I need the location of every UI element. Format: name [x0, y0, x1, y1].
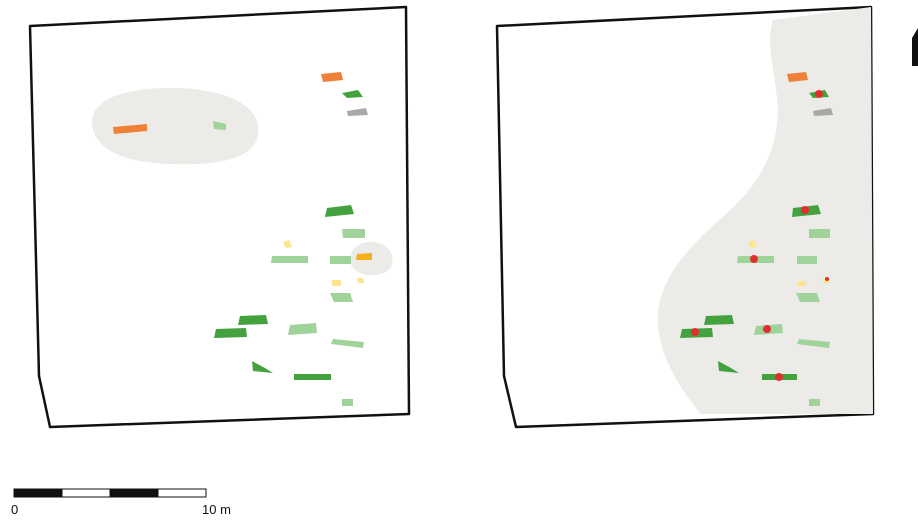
right-yellow-feature-1	[748, 240, 757, 248]
left-map-boundary	[28, 5, 411, 429]
north-arrow-icon	[912, 28, 918, 66]
scale-bar-segment-3	[110, 489, 158, 497]
right-dark-green-feature-5	[718, 361, 739, 373]
right-light-green-feature-4	[796, 293, 820, 302]
scale-bar-segment-4	[157, 488, 207, 498]
left-light-green-feature-4	[330, 256, 351, 264]
left-dark-green-feature-6	[294, 374, 331, 380]
scale-bar	[13, 488, 207, 498]
right-light-green-feature-1	[809, 229, 830, 238]
left-yellow-feature-strong	[356, 253, 372, 260]
scale-bar-segment-1	[14, 489, 62, 497]
left-dark-green-feature-4	[214, 328, 247, 338]
right-orange-feature-1	[787, 72, 808, 82]
left-light-green-feature-3	[271, 256, 308, 263]
scale-label-end: 10 m	[202, 502, 231, 517]
left-dark-green-feature-2	[325, 205, 354, 217]
right-red-point-4	[691, 328, 699, 336]
right-red-point-5	[763, 325, 771, 333]
right-red-point-1	[815, 90, 823, 98]
left-dark-green-feature-5	[252, 361, 273, 373]
left-yellow-feature-2	[332, 280, 341, 286]
left-light-green-feature-5	[330, 293, 353, 302]
scale-bar-outline	[13, 488, 207, 498]
left-orange-feature-1	[113, 124, 147, 134]
right-light-green-feature-3	[797, 256, 817, 264]
scale-bar-segment-2	[61, 488, 111, 498]
left-light-green-feature-6	[288, 323, 317, 335]
left-light-green-feature-1	[213, 121, 226, 130]
left-light-green-feature-8	[342, 399, 353, 406]
left-yellow-feature-1	[283, 240, 292, 248]
left-orange-feature-2	[321, 72, 343, 82]
left-shaded-zone-large	[91, 88, 259, 165]
right-red-point-6	[775, 373, 783, 381]
right-light-green-feature-6	[797, 339, 830, 348]
left-light-green-feature-2	[342, 229, 365, 238]
left-dark-green-feature-1	[342, 90, 363, 98]
right-light-green-feature-7	[809, 399, 820, 406]
right-red-point-3	[750, 255, 758, 263]
left-panel	[28, 5, 411, 429]
right-yellow-feature-2	[798, 281, 806, 286]
left-yellow-feature-3	[357, 278, 364, 283]
right-red-point-2	[801, 206, 809, 214]
scale-label-start: 0	[11, 502, 19, 517]
left-light-green-feature-7	[331, 339, 364, 348]
left-dark-green-feature-3	[238, 315, 268, 325]
right-gray-feature-1	[813, 108, 833, 116]
right-panel	[495, 5, 875, 429]
right-shaded-zone	[657, 7, 873, 414]
left-gray-feature-1	[347, 108, 368, 116]
right-red-point-7	[825, 277, 829, 281]
right-dark-green-feature-3	[704, 315, 734, 325]
